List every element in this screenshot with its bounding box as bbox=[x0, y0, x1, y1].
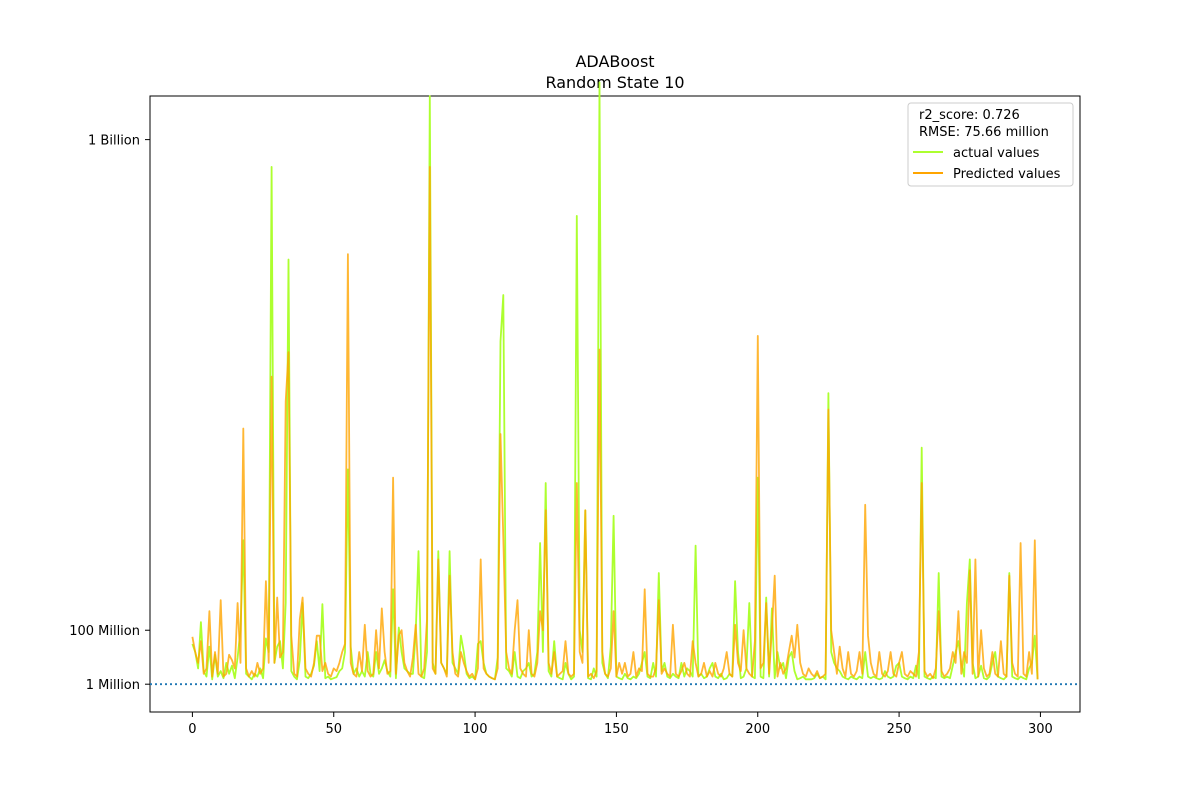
x-axis: 0 50 100 150 200 250 300 bbox=[188, 712, 1053, 737]
legend-box bbox=[907, 102, 1074, 187]
legend: r2_score: 0.726 RMSE: 75.66 million actu… bbox=[907, 102, 1074, 187]
series-line-predicted bbox=[191, 165, 1039, 681]
x-tick-label: 0 bbox=[188, 722, 196, 737]
x-tick-label: 100 bbox=[463, 722, 488, 737]
x-tick-label: 250 bbox=[887, 722, 912, 737]
legend-r2-score: r2_score: 0.726 bbox=[919, 108, 1020, 123]
x-tick-label: 50 bbox=[325, 722, 342, 737]
y-axis: 1 Million 100 Million 1 Billion bbox=[69, 134, 150, 693]
y-tick-label: 100 Million bbox=[69, 624, 140, 639]
axes-frame bbox=[149, 95, 1081, 713]
x-tick-label: 300 bbox=[1028, 722, 1053, 737]
legend-label-actual: actual values bbox=[953, 146, 1040, 161]
series-line-actual bbox=[191, 81, 1039, 681]
chart-subtitle: Random State 10 bbox=[545, 73, 684, 92]
chart-title: ADABoost bbox=[575, 52, 654, 71]
y-tick-label: 1 Million bbox=[86, 678, 140, 693]
x-tick-label: 200 bbox=[745, 722, 770, 737]
x-tick-label: 150 bbox=[604, 722, 629, 737]
y-tick-label: 1 Billion bbox=[88, 134, 140, 149]
series-layer bbox=[191, 81, 1039, 681]
legend-label-predicted: Predicted values bbox=[953, 167, 1061, 182]
legend-rmse: RMSE: 75.66 million bbox=[919, 125, 1049, 140]
